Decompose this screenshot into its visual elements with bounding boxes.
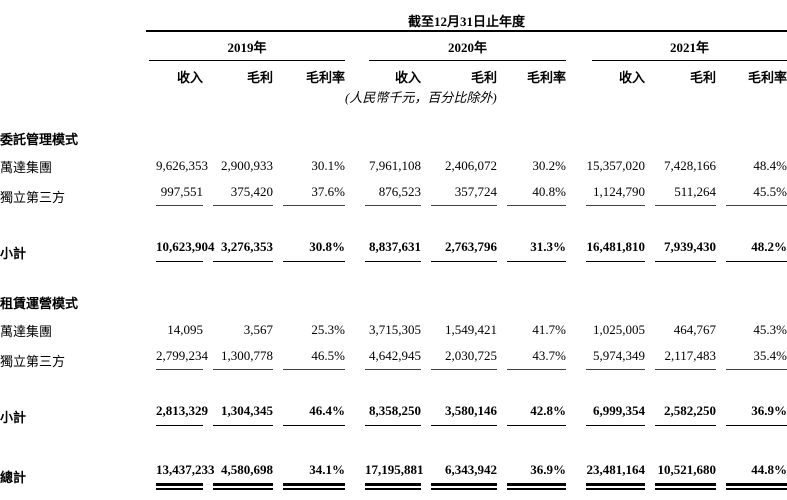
total-label: 總計 bbox=[0, 470, 27, 485]
value-cell: 9,626,353 bbox=[156, 158, 208, 173]
value-cell: 15,357,020 bbox=[586, 158, 646, 173]
row-label-independent-third-party: 獨立第三方 bbox=[0, 190, 66, 205]
section-header-lease-operation: 租賃運營模式 bbox=[0, 296, 79, 311]
subtotal-value-cell: 31.3% bbox=[507, 239, 566, 262]
value-cell: 14,095 bbox=[167, 322, 203, 337]
subtotal-label: 小計 bbox=[0, 410, 27, 425]
value-cell: 3,567 bbox=[243, 322, 273, 337]
subtotal-value-cell: 8,358,250 bbox=[365, 403, 421, 426]
row-label-wanda-group: 萬達集團 bbox=[0, 160, 53, 175]
currency-unit-note: (人民幣千元，百分比除外) bbox=[345, 90, 497, 105]
subtotal-value-cell: 2,582,250 bbox=[655, 403, 716, 426]
year-header-2021: 2021年 bbox=[592, 37, 787, 61]
total-value-cell: 23,481,164 bbox=[586, 462, 645, 490]
total-value-cell: 36.9% bbox=[507, 462, 566, 490]
subtotal-value-cell: 6,999,354 bbox=[586, 403, 645, 426]
value-cell: 4,642,945 bbox=[365, 348, 421, 370]
year-header-2019: 2019年 bbox=[149, 37, 345, 61]
column-header-gross-margin: 毛利率 bbox=[305, 70, 345, 85]
value-cell: 37.6% bbox=[283, 184, 345, 206]
value-cell: 375,420 bbox=[213, 184, 273, 206]
value-cell: 5,974,349 bbox=[586, 348, 645, 370]
column-header-revenue: 收入 bbox=[394, 70, 421, 85]
value-cell: 46.5% bbox=[283, 348, 345, 370]
value-cell: 511,264 bbox=[655, 184, 716, 206]
value-cell: 997,551 bbox=[156, 184, 203, 206]
total-value-cell: 44.8% bbox=[726, 462, 787, 490]
value-cell: 43.7% bbox=[507, 348, 566, 370]
value-cell: 2,406,072 bbox=[445, 158, 497, 173]
subtotal-value-cell: 30.8% bbox=[283, 239, 345, 262]
value-cell: 1,025,005 bbox=[593, 322, 645, 337]
subtotal-value-cell: 3,276,353 bbox=[213, 239, 273, 262]
value-cell: 464,767 bbox=[673, 322, 716, 337]
subtotal-value-cell: 2,813,329 bbox=[156, 403, 208, 426]
column-header-gross-margin: 毛利率 bbox=[526, 70, 566, 85]
column-header-gross-profit: 毛利 bbox=[470, 70, 497, 85]
total-value-cell: 13,437,233 bbox=[156, 462, 215, 490]
value-cell: 45.5% bbox=[726, 184, 787, 206]
subtotal-value-cell: 1,304,345 bbox=[213, 403, 273, 426]
subtotal-value-cell: 48.2% bbox=[726, 239, 787, 262]
value-cell: 30.2% bbox=[532, 158, 566, 173]
total-value-cell: 17,195,881 bbox=[365, 462, 424, 490]
value-cell: 7,961,108 bbox=[369, 158, 421, 173]
value-cell: 2,117,483 bbox=[655, 348, 716, 370]
value-cell: 357,724 bbox=[431, 184, 497, 206]
value-cell: 2,900,933 bbox=[221, 158, 273, 173]
value-cell: 3,715,305 bbox=[369, 322, 421, 337]
total-value-cell: 10,521,680 bbox=[655, 462, 716, 490]
value-cell: 2,030,725 bbox=[431, 348, 497, 370]
value-cell: 41.7% bbox=[532, 322, 566, 337]
subtotal-value-cell: 3,580,146 bbox=[431, 403, 497, 426]
section-header-entrusted-management: 委託管理模式 bbox=[0, 132, 79, 147]
value-cell: 1,124,790 bbox=[586, 184, 645, 206]
value-cell: 48.4% bbox=[753, 158, 787, 173]
column-header-revenue: 收入 bbox=[618, 70, 645, 85]
subtotal-value-cell: 7,939,430 bbox=[655, 239, 716, 262]
row-label-wanda-group: 萬達集團 bbox=[0, 324, 53, 339]
column-header-gross-profit: 毛利 bbox=[246, 70, 273, 85]
value-cell: 2,799,234 bbox=[156, 348, 208, 370]
subtotal-label: 小計 bbox=[0, 246, 27, 261]
value-cell: 876,523 bbox=[365, 184, 421, 206]
subtotal-value-cell: 36.9% bbox=[726, 403, 787, 426]
subtotal-value-cell: 10,623,904 bbox=[156, 239, 215, 262]
subtotal-value-cell: 42.8% bbox=[507, 403, 566, 426]
value-cell: 30.1% bbox=[311, 158, 345, 173]
total-value-cell: 6,343,942 bbox=[431, 462, 497, 490]
subtotal-value-cell: 46.4% bbox=[283, 403, 345, 426]
value-cell: 1,300,778 bbox=[213, 348, 273, 370]
value-cell: 1,549,421 bbox=[445, 322, 497, 337]
year-header-2020: 2020年 bbox=[369, 37, 566, 61]
table-title: 截至12月31日止年度 bbox=[146, 0, 787, 32]
column-header-gross-margin: 毛利率 bbox=[748, 70, 787, 85]
value-cell: 40.8% bbox=[507, 184, 566, 206]
column-header-revenue: 收入 bbox=[176, 70, 203, 85]
value-cell: 35.4% bbox=[726, 348, 787, 370]
subtotal-value-cell: 8,837,631 bbox=[365, 239, 421, 262]
row-label-independent-third-party: 獨立第三方 bbox=[0, 354, 66, 369]
value-cell: 25.3% bbox=[311, 322, 345, 337]
value-cell: 45.3% bbox=[753, 322, 787, 337]
value-cell: 7,428,166 bbox=[664, 158, 716, 173]
total-value-cell: 34.1% bbox=[283, 462, 345, 490]
subtotal-value-cell: 16,481,810 bbox=[586, 239, 645, 262]
column-header-gross-profit: 毛利 bbox=[689, 70, 716, 85]
total-value-cell: 4,580,698 bbox=[213, 462, 273, 490]
subtotal-value-cell: 2,763,796 bbox=[431, 239, 497, 262]
